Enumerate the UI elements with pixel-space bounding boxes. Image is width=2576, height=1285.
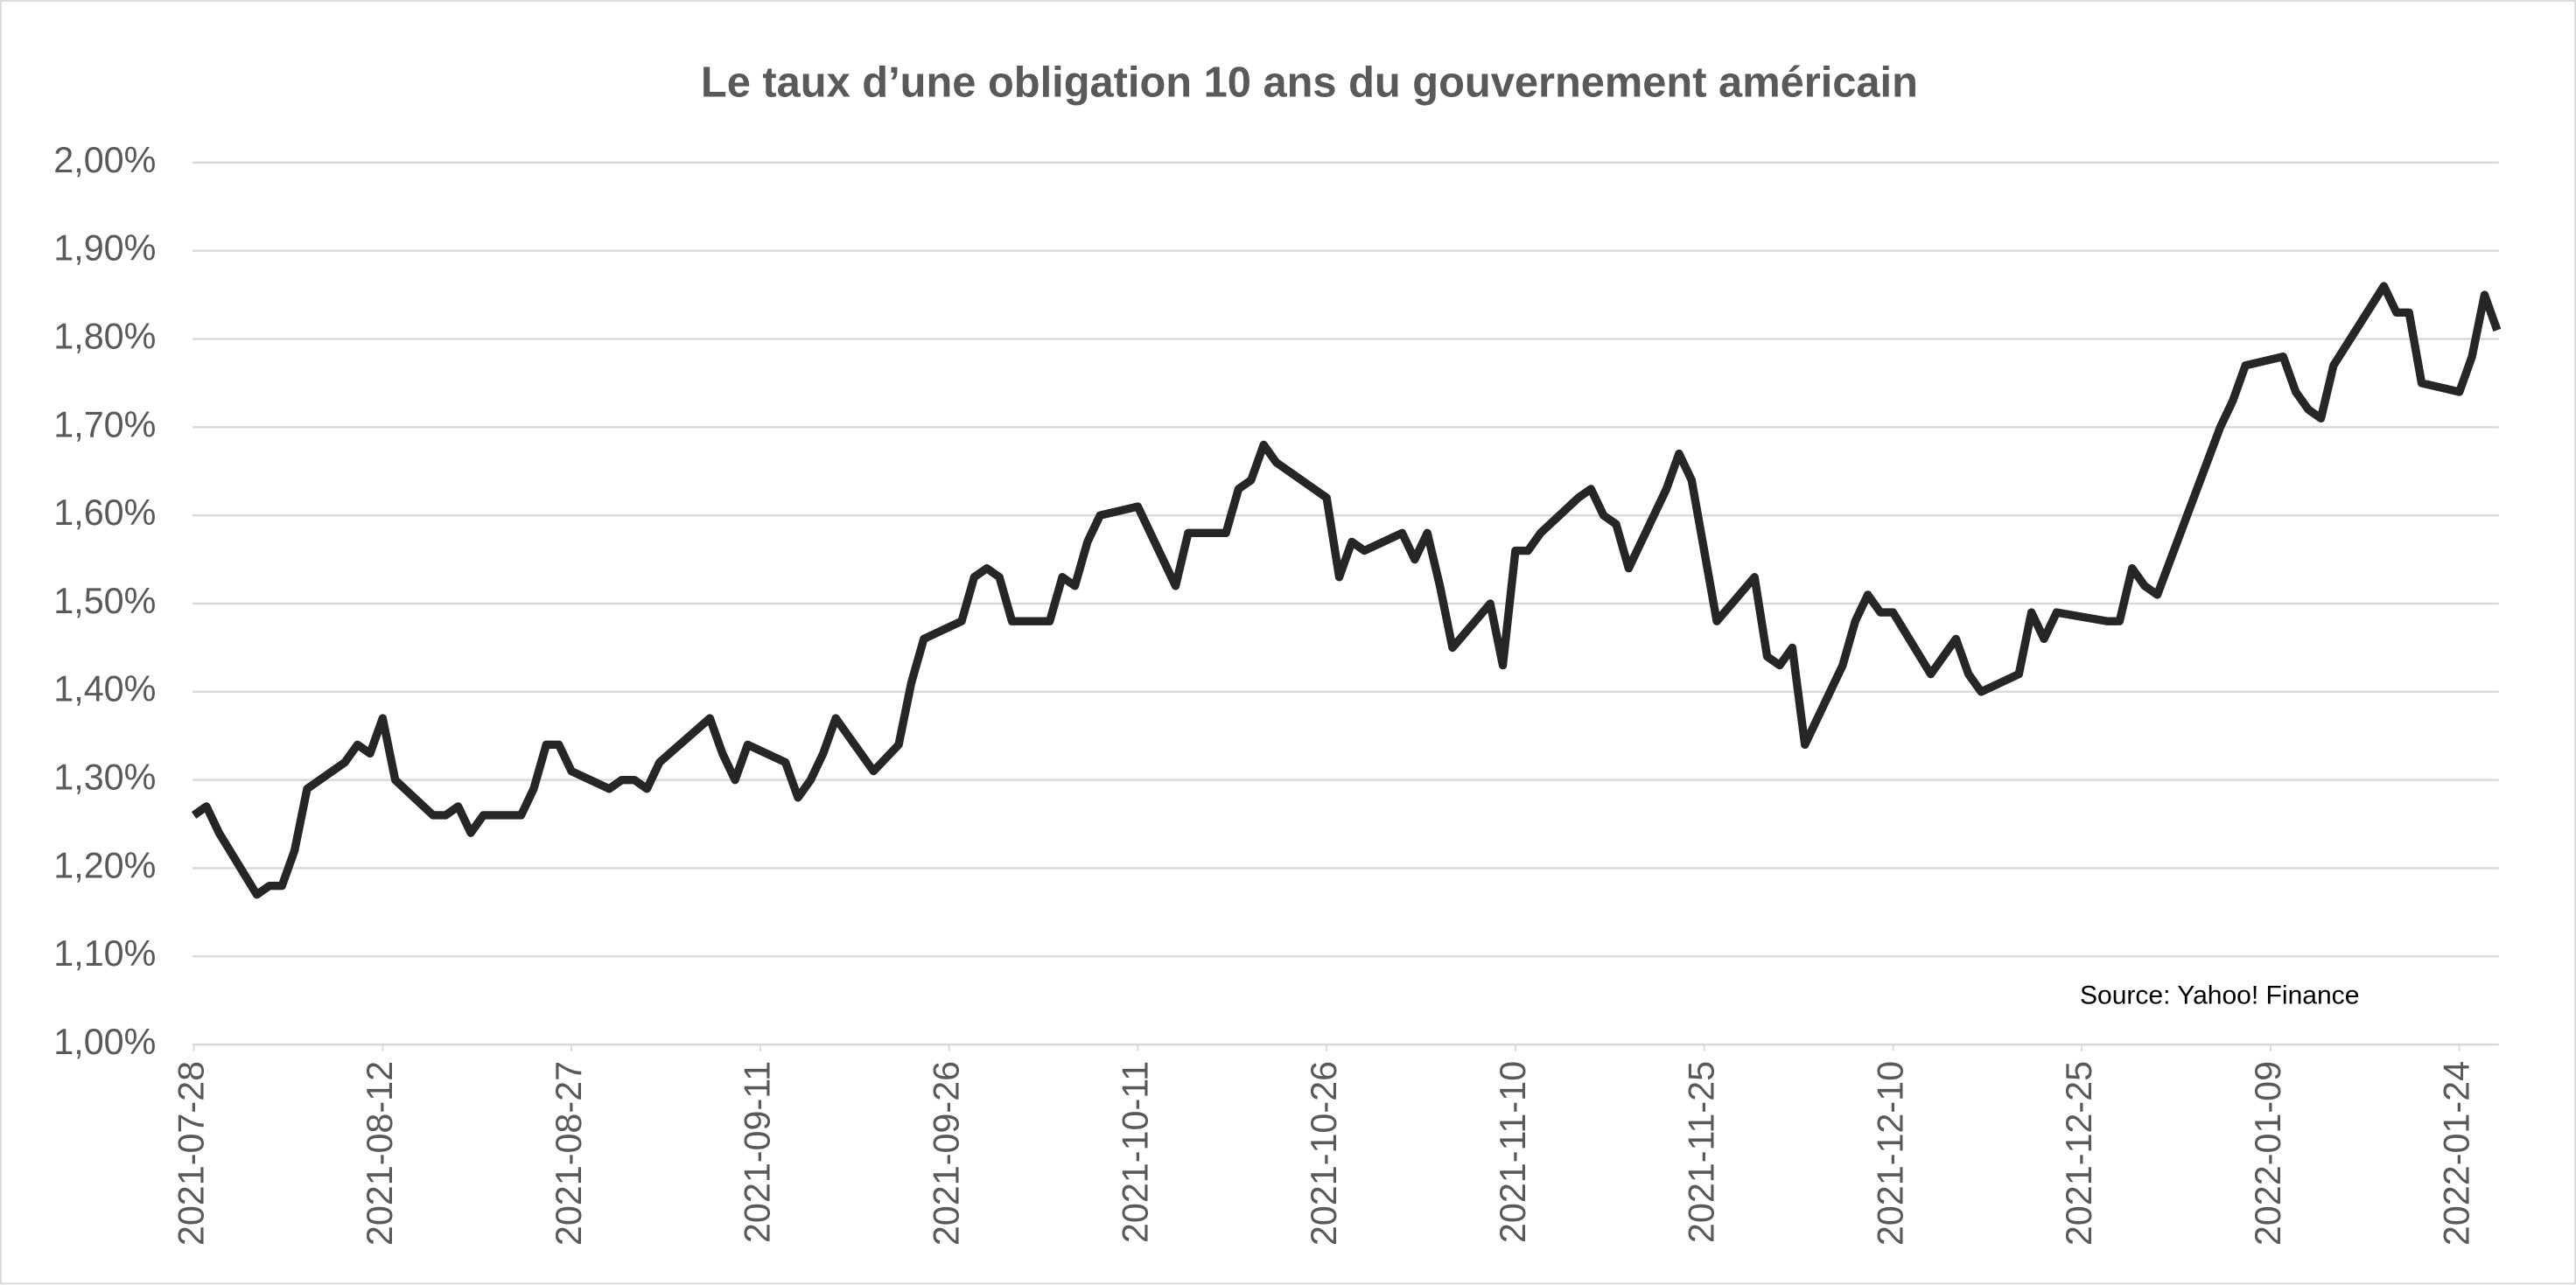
x-tick-label: 2021-11-25 [1682,1061,1722,1243]
y-tick-label: 1,10% [53,933,156,974]
y-tick-label: 1,90% [53,228,156,269]
x-tick-label: 2021-11-10 [1493,1061,1533,1243]
chart-title: Le taux d’une obligation 10 ans du gouve… [701,59,1918,107]
x-tick-label: 2021-09-11 [738,1061,778,1243]
x-tick-label: 2021-09-26 [927,1061,967,1246]
y-tick-label: 1,40% [53,669,156,709]
x-tick-label: 2021-10-26 [1304,1061,1344,1246]
y-tick-label: 2,00% [53,140,156,180]
data-line [191,282,2502,899]
y-tick-label: 1,70% [53,404,156,444]
y-tick-label: 1,50% [53,581,156,621]
x-tick-label: 2021-12-25 [2059,1061,2099,1246]
x-tick-label: 2021-07-28 [171,1061,211,1246]
x-tick-label: 2022-01-09 [2248,1061,2288,1246]
x-tick-label: 2021-08-12 [360,1061,400,1246]
x-tick-label: 2021-08-27 [549,1061,589,1246]
y-tick-label: 1,00% [53,1022,156,1062]
y-tick-label: 1,30% [53,758,156,798]
x-tick-label: 2021-12-10 [1870,1061,1910,1246]
y-tick-label: 1,20% [53,845,156,885]
x-tick-label: 2022-01-24 [2437,1061,2477,1246]
y-tick-label: 1,80% [53,316,156,356]
x-tick-label: 2021-10-11 [1115,1061,1155,1243]
y-tick-label: 1,60% [53,492,156,533]
source-note: Source: Yahoo! Finance [2080,981,2359,1010]
